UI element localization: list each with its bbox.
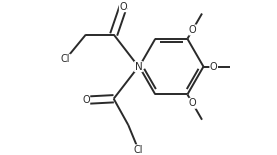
Text: Cl: Cl	[134, 145, 143, 155]
Text: N: N	[135, 62, 142, 72]
Text: O: O	[189, 98, 196, 108]
Text: O: O	[119, 2, 127, 12]
Text: O: O	[189, 25, 196, 35]
Text: O: O	[82, 95, 90, 105]
Text: Cl: Cl	[61, 54, 70, 64]
Text: O: O	[210, 62, 217, 72]
